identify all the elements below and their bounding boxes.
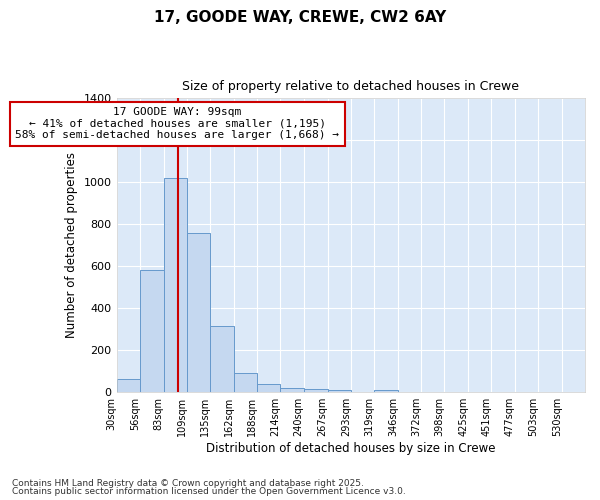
Bar [280, 388, 304, 392]
Text: Contains public sector information licensed under the Open Government Licence v3: Contains public sector information licen… [12, 487, 406, 496]
Text: 17 GOODE WAY: 99sqm
← 41% of detached houses are smaller (1,195)
58% of semi-det: 17 GOODE WAY: 99sqm ← 41% of detached ho… [16, 107, 340, 140]
Bar [374, 390, 398, 392]
Bar [257, 384, 280, 392]
Bar [187, 232, 210, 392]
Title: Size of property relative to detached houses in Crewe: Size of property relative to detached ho… [182, 80, 519, 93]
Bar [210, 326, 234, 392]
Y-axis label: Number of detached properties: Number of detached properties [65, 152, 78, 338]
Bar [140, 270, 164, 392]
Text: 17, GOODE WAY, CREWE, CW2 6AY: 17, GOODE WAY, CREWE, CW2 6AY [154, 10, 446, 25]
Bar [234, 374, 257, 392]
X-axis label: Distribution of detached houses by size in Crewe: Distribution of detached houses by size … [206, 442, 496, 455]
Bar [116, 378, 140, 392]
Bar [304, 389, 328, 392]
Text: Contains HM Land Registry data © Crown copyright and database right 2025.: Contains HM Land Registry data © Crown c… [12, 478, 364, 488]
Bar [164, 178, 187, 392]
Bar [328, 390, 351, 392]
